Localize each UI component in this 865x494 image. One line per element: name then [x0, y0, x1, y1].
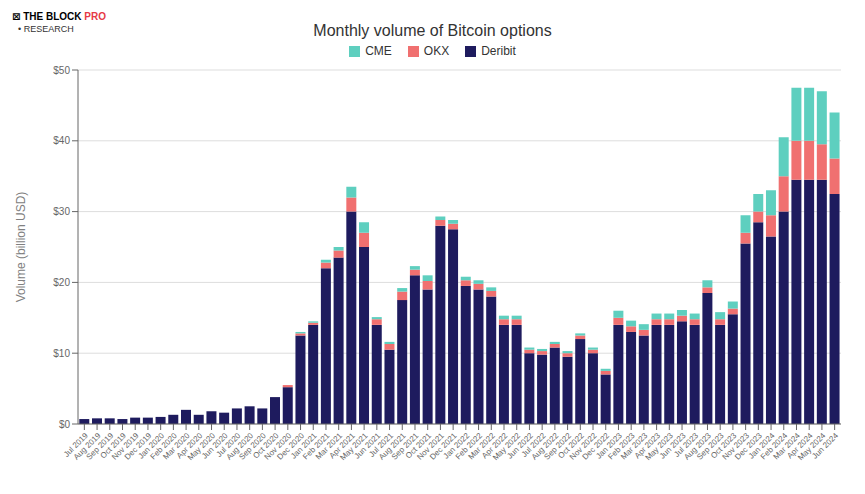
svg-text:Dec 2022: Dec 2022 — [580, 431, 612, 462]
svg-text:Oct 2023: Oct 2023 — [709, 431, 739, 461]
svg-text:Jul 2020: Jul 2020 — [214, 431, 243, 459]
svg-text:Feb 2020: Feb 2020 — [148, 431, 179, 462]
svg-text:Aug 2021: Aug 2021 — [377, 431, 408, 462]
svg-text:Feb 2021: Feb 2021 — [301, 431, 332, 462]
html-text:• RESEARCH: • RESEARCH — [18, 24, 74, 34]
svg-text:May 2020: May 2020 — [185, 431, 217, 463]
svg-text:Jan 2020: Jan 2020 — [136, 431, 167, 461]
html-text:CME: CME — [365, 44, 392, 58]
svg-text:Nov 2019: Nov 2019 — [110, 431, 141, 462]
svg-text:Apr 2021: Apr 2021 — [327, 431, 357, 461]
svg-text:$20: $20 — [53, 277, 70, 288]
svg-text:Jun 2022: Jun 2022 — [505, 431, 535, 461]
svg-text:Nov 2023: Nov 2023 — [720, 431, 752, 462]
svg-text:Sep 2020: Sep 2020 — [237, 431, 268, 462]
svg-text:Mar 2022: Mar 2022 — [466, 431, 497, 462]
svg-text:Oct 2021: Oct 2021 — [403, 431, 434, 461]
svg-text:$40: $40 — [53, 135, 70, 146]
svg-text:Aug 2020: Aug 2020 — [224, 431, 256, 462]
svg-text:May 2024: May 2024 — [796, 431, 828, 463]
html-text:⊠ THE BLOCK PRO: ⊠ THE BLOCK PRO — [12, 11, 106, 22]
svg-text:Oct 2020: Oct 2020 — [251, 431, 281, 461]
svg-text:Volume (billion USD): Volume (billion USD) — [14, 192, 28, 303]
svg-text:Aug 2023: Aug 2023 — [682, 431, 713, 462]
svg-text:Jan 2021: Jan 2021 — [289, 431, 319, 461]
svg-text:Sep 2019: Sep 2019 — [84, 431, 116, 462]
svg-text:Feb 2023: Feb 2023 — [606, 431, 637, 462]
svg-text:Jun 2023: Jun 2023 — [657, 431, 688, 461]
svg-text:Sep 2022: Sep 2022 — [542, 431, 573, 462]
svg-text:$0: $0 — [59, 419, 71, 430]
svg-text:Dec 2019: Dec 2019 — [122, 431, 154, 462]
svg-text:Aug 2019: Aug 2019 — [71, 431, 103, 462]
svg-text:Jan 2024: Jan 2024 — [746, 431, 777, 461]
svg-text:Apr 2024: Apr 2024 — [785, 431, 815, 461]
svg-text:Mar 2020: Mar 2020 — [161, 431, 192, 462]
svg-text:Jan 2023: Jan 2023 — [594, 431, 624, 461]
svg-text:Oct 2019: Oct 2019 — [98, 431, 128, 461]
svg-text:Dec 2023: Dec 2023 — [733, 431, 764, 462]
svg-text:$30: $30 — [53, 206, 70, 217]
svg-text:Jun 2021: Jun 2021 — [352, 431, 383, 461]
svg-text:Sep 2021: Sep 2021 — [389, 431, 421, 462]
html-text:Monthly volume of Bitcoin opti: Monthly volume of Bitcoin options — [313, 22, 552, 39]
svg-text:Mar 2024: Mar 2024 — [771, 431, 802, 462]
svg-text:Jun 2024: Jun 2024 — [810, 431, 840, 461]
svg-text:Dec 2021: Dec 2021 — [428, 431, 459, 462]
svg-text:Nov 2020: Nov 2020 — [262, 431, 294, 462]
svg-text:Dec 2020: Dec 2020 — [275, 431, 306, 462]
svg-text:Jul 2023: Jul 2023 — [672, 431, 701, 459]
svg-text:Jul 2021: Jul 2021 — [367, 431, 395, 459]
svg-text:Nov 2021: Nov 2021 — [415, 431, 446, 462]
html-text:Deribit: Deribit — [481, 44, 516, 58]
svg-text:Jan 2022: Jan 2022 — [441, 431, 472, 461]
svg-text:Apr 2023: Apr 2023 — [632, 431, 662, 461]
svg-text:Nov 2022: Nov 2022 — [567, 431, 599, 462]
svg-text:Apr 2022: Apr 2022 — [480, 431, 510, 461]
svg-text:Apr 2020: Apr 2020 — [174, 431, 205, 461]
svg-text:Mar 2023: Mar 2023 — [619, 431, 650, 462]
svg-text:Mar 2021: Mar 2021 — [313, 431, 345, 462]
svg-text:May 2022: May 2022 — [490, 431, 523, 463]
html-text:OKX: OKX — [423, 44, 450, 58]
svg-text:Feb 2022: Feb 2022 — [453, 431, 484, 462]
svg-text:Oct 2022: Oct 2022 — [556, 431, 586, 461]
svg-text:Jul 2019: Jul 2019 — [62, 431, 90, 459]
svg-text:May 2023: May 2023 — [643, 431, 675, 463]
svg-text:Jul 2022: Jul 2022 — [519, 431, 548, 459]
svg-text:May 2021: May 2021 — [338, 431, 370, 463]
svg-text:Feb 2024: Feb 2024 — [758, 431, 790, 462]
svg-text:Jun 2020: Jun 2020 — [200, 431, 230, 461]
svg-text:$10: $10 — [53, 348, 70, 359]
svg-text:Sep 2023: Sep 2023 — [695, 431, 726, 462]
svg-text:$50: $50 — [53, 65, 70, 76]
svg-text:Aug 2022: Aug 2022 — [529, 431, 561, 462]
